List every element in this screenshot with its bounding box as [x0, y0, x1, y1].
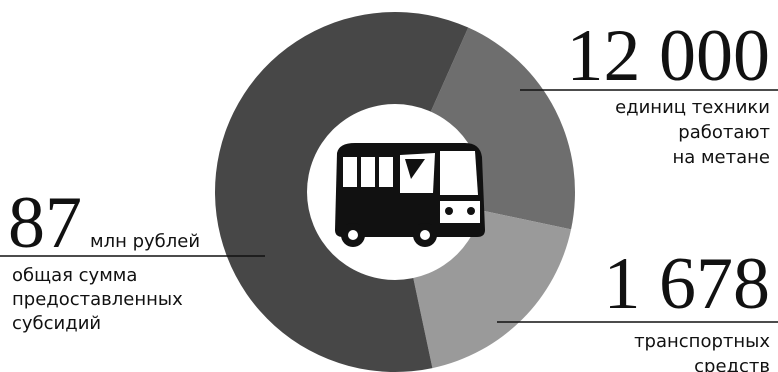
unit: млн рублей [90, 231, 200, 252]
bus-icon [335, 143, 485, 247]
caption: средств [694, 356, 770, 372]
caption: работают [678, 122, 770, 143]
headline-number: 87 [8, 182, 82, 264]
caption: на метане [672, 147, 770, 168]
headline-number: 12 000 [567, 15, 771, 97]
caption: транспортных [634, 331, 770, 352]
headline-number: 1 678 [604, 243, 771, 325]
caption: общая сумма [12, 265, 137, 286]
caption: предоставленных [12, 289, 183, 310]
caption: субсидий [12, 313, 101, 334]
caption: единиц техники [615, 97, 770, 118]
